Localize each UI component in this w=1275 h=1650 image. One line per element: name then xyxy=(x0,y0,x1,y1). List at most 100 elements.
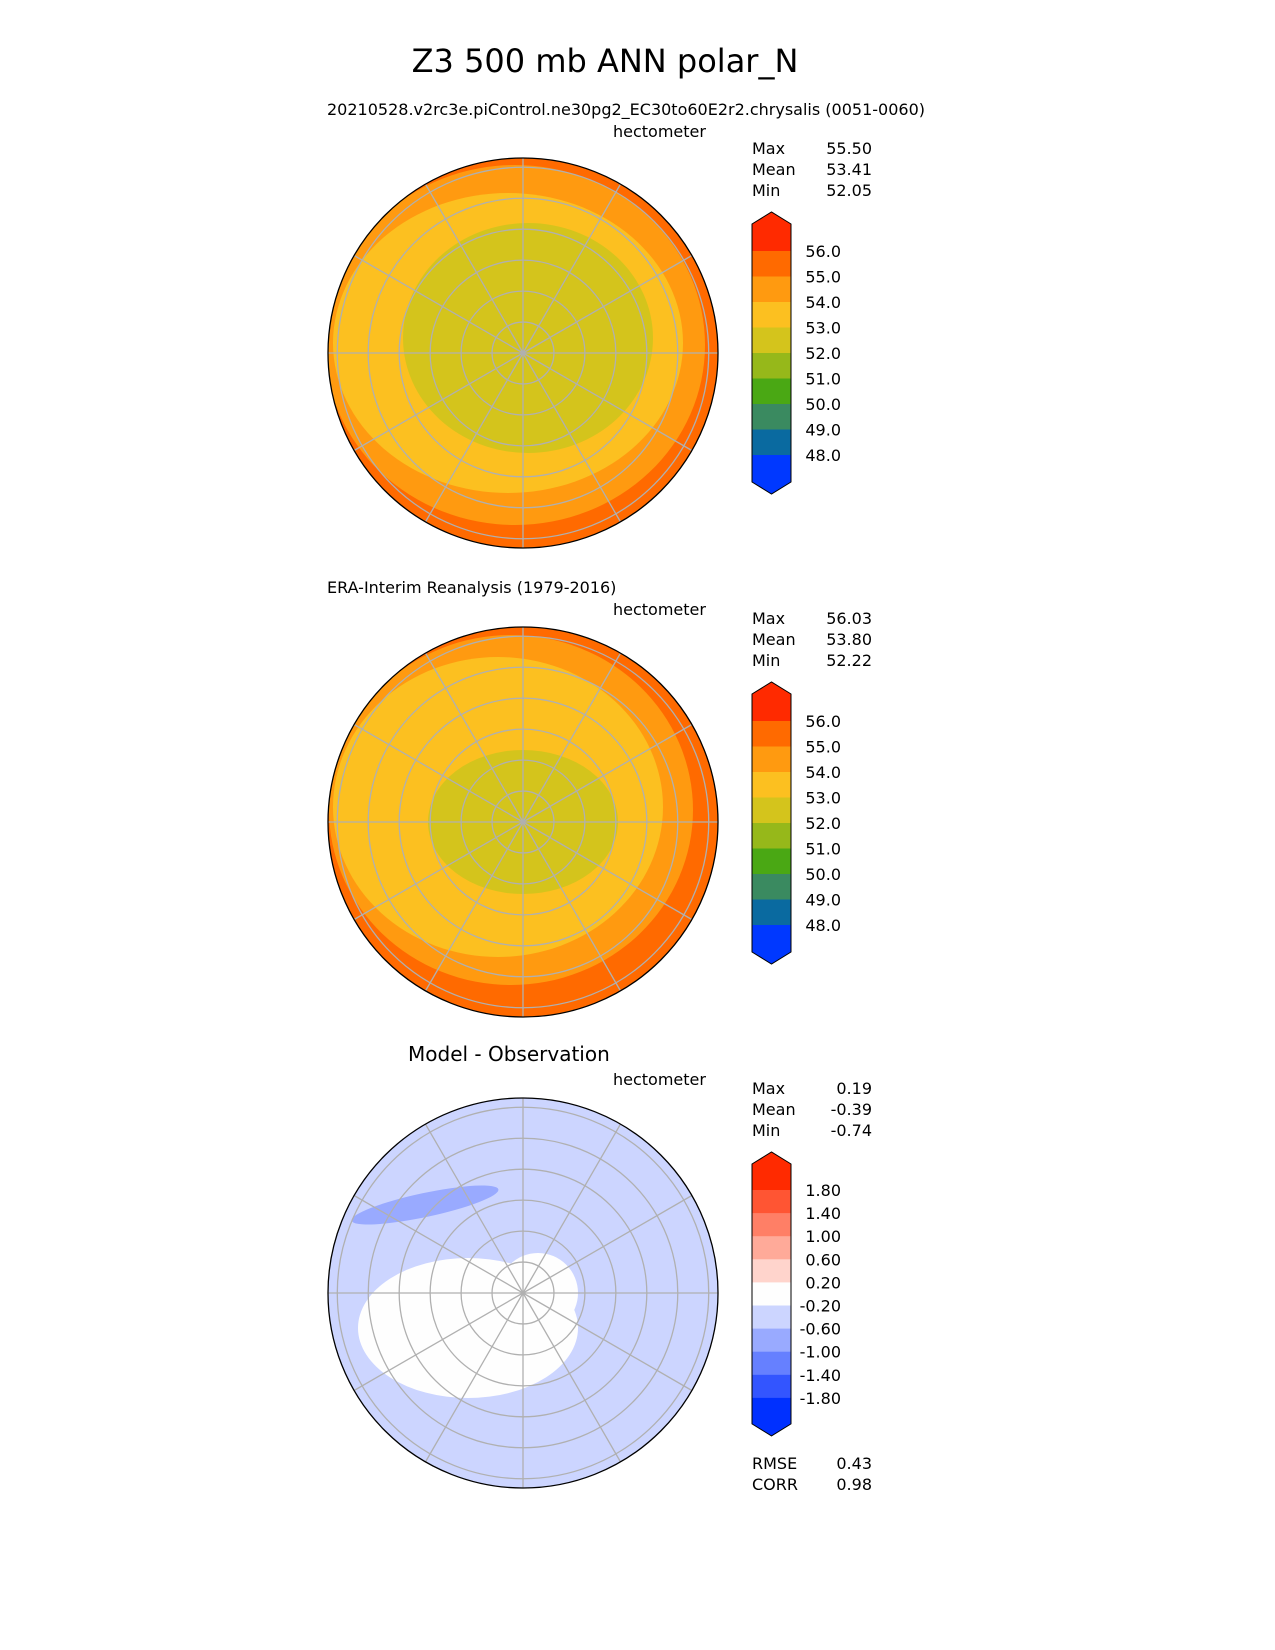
gridlines xyxy=(328,627,718,1017)
panel1-mean-value: 53.41 xyxy=(826,160,872,179)
panel1-title-right: hectometer xyxy=(613,122,706,141)
meridian-line xyxy=(424,183,524,354)
colorbar-band xyxy=(752,378,791,405)
meridian-line xyxy=(522,723,693,823)
colorbar-band xyxy=(752,848,791,875)
meridian-line xyxy=(522,821,693,921)
colorbar-tick-label: 52.0 xyxy=(805,344,841,363)
colorbar-2: 56.0 55.0 54.0 53.0 52.0 51.0 50.0 49.0 48.0 xyxy=(751,681,841,965)
panel2-title-right: hectometer xyxy=(613,600,706,619)
colorbar-band xyxy=(752,746,791,773)
meridian-line xyxy=(522,1194,693,1294)
colorbar-extend-max xyxy=(752,682,791,721)
colorbar-1: 56.0 55.0 54.0 53.0 52.0 51.0 50.0 49.0 48.0 xyxy=(751,211,841,495)
polar-map-3 xyxy=(327,1097,719,1489)
colorbar-band xyxy=(752,1236,791,1260)
colorbar-outline xyxy=(751,211,792,495)
panel3-title-right: hectometer xyxy=(613,1070,706,1089)
colorbar-band xyxy=(752,1305,791,1330)
colorbar-3: 1.80 1.40 1.00 0.60 0.20 -0.20 -0.60 -1.00 -1.40… xyxy=(751,1151,841,1437)
meridian-line xyxy=(353,821,524,921)
colorbar-extend-min xyxy=(752,925,791,964)
meridian-line xyxy=(424,821,524,992)
colorbar-tick-label: 55.0 xyxy=(805,268,841,287)
colorbar-tick-label: 48.0 xyxy=(805,916,841,935)
colorbar-tick-label: -1.40 xyxy=(800,1366,841,1385)
meridian-line xyxy=(424,1292,524,1463)
panel1-max-value: 55.50 xyxy=(826,139,872,158)
colorbar-extend-min xyxy=(752,455,791,494)
gridlines xyxy=(328,1098,718,1488)
meridian-line xyxy=(353,254,524,354)
colorbar-tick-label: 50.0 xyxy=(805,395,841,414)
panel3-title: Model - Observation xyxy=(408,1042,610,1066)
polar-map-1 xyxy=(327,157,719,549)
panel2-max-value: 56.03 xyxy=(826,609,872,628)
colorbar-band xyxy=(752,1213,791,1237)
colorbar-band xyxy=(752,327,791,354)
colorbar-tick-label: 49.0 xyxy=(805,891,841,910)
meridian-line xyxy=(522,254,693,354)
colorbar-band xyxy=(752,276,791,303)
colorbar-band xyxy=(752,302,791,328)
colorbar-band xyxy=(752,797,791,824)
field-contours xyxy=(328,158,718,548)
meridian-line xyxy=(522,652,622,823)
colorbar-band xyxy=(752,1259,791,1283)
colorbar-tick-label: 51.0 xyxy=(805,370,841,389)
colorbar-tick-label: 54.0 xyxy=(805,293,841,312)
colorbar-tick-label: 1.00 xyxy=(805,1227,841,1246)
colorbar-extend-min xyxy=(752,1397,791,1436)
colorbar-tick-label: 1.80 xyxy=(805,1181,841,1200)
colorbar-tick-label: 51.0 xyxy=(805,840,841,859)
colorbar-tick-label: 55.0 xyxy=(805,738,841,757)
colorbar-band xyxy=(752,772,791,798)
meridian-line xyxy=(522,183,622,354)
meridian-line xyxy=(353,723,524,823)
colorbar-band xyxy=(752,1351,791,1376)
panel2-max-label: Max xyxy=(752,609,786,628)
colorbar-tick-label: 56.0 xyxy=(805,242,841,261)
colorbar-outline xyxy=(751,681,792,965)
colorbar-tick-label: 50.0 xyxy=(805,865,841,884)
panel1-min-label: Min xyxy=(752,181,781,200)
colorbar-band xyxy=(752,251,791,277)
colorbar-band xyxy=(752,874,791,900)
colorbar-band xyxy=(752,404,791,430)
colorbar-tick-label: 49.0 xyxy=(805,421,841,440)
colorbar-tick-label: 52.0 xyxy=(805,814,841,833)
colorbar-outline xyxy=(751,1151,792,1437)
panel3-min-value: -0.74 xyxy=(830,1121,872,1140)
panel1-min-value: 52.05 xyxy=(826,181,872,200)
meridian-line xyxy=(424,652,524,823)
panel1-mean-label: Mean xyxy=(752,160,796,179)
meridian-line xyxy=(522,352,693,452)
meridian-line xyxy=(353,352,524,452)
rmse-label: RMSE xyxy=(752,1454,798,1473)
colorbar-tick-label: -0.60 xyxy=(800,1320,841,1339)
meridian-line xyxy=(522,1123,622,1294)
colorbar-band xyxy=(752,721,791,747)
corr-label: CORR xyxy=(752,1475,798,1494)
colorbar-tick-label: -0.20 xyxy=(800,1297,841,1316)
colorbar-tick-label: 0.20 xyxy=(805,1273,841,1292)
colorbar-extend-max xyxy=(752,1152,791,1190)
colorbar-band xyxy=(752,1282,791,1306)
colorbar-tick-label: 0.60 xyxy=(805,1250,841,1269)
map-boundary xyxy=(327,157,719,549)
panel1-max-label: Max xyxy=(752,139,786,158)
colorbar-band xyxy=(752,823,791,849)
meridian-line xyxy=(522,821,622,992)
meridian-line xyxy=(353,1292,524,1392)
meridian-line xyxy=(353,1194,524,1294)
colorbar-tick-label: -1.00 xyxy=(800,1343,841,1362)
colorbar-band xyxy=(752,429,791,456)
panel3-mean-value: -0.39 xyxy=(830,1100,872,1119)
panel2-mean-label: Mean xyxy=(752,630,796,649)
colorbar-tick-label: 48.0 xyxy=(805,446,841,465)
colorbar-band xyxy=(752,1374,791,1399)
corr-value: 0.98 xyxy=(836,1475,872,1494)
meridian-line xyxy=(522,1292,693,1392)
panel3-min-label: Min xyxy=(752,1121,781,1140)
